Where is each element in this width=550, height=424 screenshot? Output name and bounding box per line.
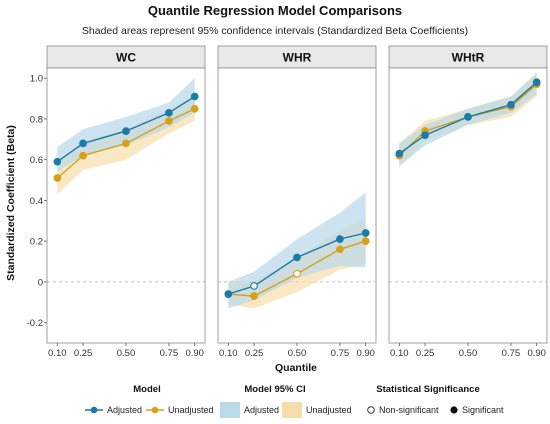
y-axis-title: Standardized Coefficient (Beta) xyxy=(5,125,17,281)
legend-title-significance: Statistical Significance xyxy=(376,384,479,395)
data-point-adjusted xyxy=(165,108,173,117)
x-tick-label: 0.25 xyxy=(416,348,435,359)
x-tick-label: 0.25 xyxy=(245,348,264,359)
x-tick-label: 0.50 xyxy=(288,348,307,359)
legend-item-significance: Non-significant xyxy=(379,405,439,415)
legend-key-ci-swatch xyxy=(282,402,302,418)
y-tick-label: 0.6 xyxy=(30,155,43,166)
y-tick-label: 0 xyxy=(38,277,43,288)
x-tick-label: 0.10 xyxy=(390,348,409,359)
data-point-adjusted xyxy=(507,100,515,109)
legend-item-model: Unadjusted xyxy=(168,405,214,415)
data-point-unadjusted xyxy=(122,139,130,148)
panel-strip-label: WHtR xyxy=(452,51,485,65)
data-point-adjusted xyxy=(421,131,429,140)
data-point-adjusted xyxy=(79,139,87,148)
legend-key-nonsignificant xyxy=(367,406,375,414)
ci-band-adjusted xyxy=(228,192,366,309)
y-tick-label: 1.0 xyxy=(30,74,43,85)
x-tick-label: 0.75 xyxy=(160,348,179,359)
legend-item-significance: Significant xyxy=(462,405,504,415)
data-point-unadjusted xyxy=(190,104,199,113)
data-point-unadjusted xyxy=(293,269,301,278)
y-tick-label: 0.8 xyxy=(30,114,43,125)
x-tick-label: 0.75 xyxy=(502,348,521,359)
data-point-adjusted xyxy=(361,229,370,237)
x-tick-label: 0.50 xyxy=(459,348,478,359)
x-axis-title: Quantile xyxy=(275,362,317,374)
data-point-adjusted xyxy=(224,290,233,298)
x-tick-label: 0.90 xyxy=(356,348,375,359)
data-point-unadjusted xyxy=(250,292,258,300)
data-point-adjusted xyxy=(395,149,404,158)
legend-title-ci: Model 95% CI xyxy=(244,384,305,395)
x-tick-label: 0.50 xyxy=(117,348,136,359)
x-tick-label: 0.25 xyxy=(74,348,93,359)
legend-key-model-point xyxy=(90,406,98,414)
ci-band-adjusted xyxy=(57,78,195,172)
y-tick-label: 0.2 xyxy=(30,237,43,248)
panel-whtr: WHtR 0.10 0.25 0.50 0.75 0.90 xyxy=(388,45,548,359)
x-tick-label: 0.10 xyxy=(219,348,238,359)
data-point-adjusted xyxy=(190,92,199,101)
legend-title-model: Model xyxy=(133,384,160,395)
y-tick-label: -0.2 xyxy=(27,318,43,329)
legend-key-significant xyxy=(450,406,458,414)
legend: Model Model 95% CI Statistical Significanc… xyxy=(85,384,504,418)
data-point-adjusted xyxy=(122,127,130,135)
x-tick-label: 0.90 xyxy=(185,348,204,359)
data-point-adjusted xyxy=(464,113,472,121)
panel-strip-label: WC xyxy=(116,51,136,65)
data-point-adjusted xyxy=(293,253,301,262)
data-point-adjusted xyxy=(250,282,258,290)
facet-panels: -0.2 0 0.2 0.4 0.6 0.8 1.0 WC 0.10 0.25 0.50 0.75 0.… xyxy=(27,45,548,359)
legend-item-model: Adjusted xyxy=(107,405,142,415)
x-tick-label: 0.10 xyxy=(48,348,67,359)
data-point-unadjusted xyxy=(53,174,62,182)
panel-wc: WC 0.10 0.25 0.50 0.75 0.90 xyxy=(46,45,206,359)
data-point-adjusted xyxy=(336,235,344,243)
chart-subtitle: Shaded areas represent 95% confidence in… xyxy=(82,25,468,37)
data-point-unadjusted xyxy=(165,117,173,125)
x-tick-label: 0.75 xyxy=(331,348,350,359)
legend-item-ci: Unadjusted xyxy=(306,405,352,415)
legend-key-ci-swatch xyxy=(220,402,240,418)
data-point-unadjusted xyxy=(79,151,87,160)
y-tick-label: 0.4 xyxy=(30,196,43,207)
panel-whr: WHR 0.10 0.25 0.50 0.75 0.90 xyxy=(217,45,377,359)
panel-strip-label: WHR xyxy=(283,51,312,65)
data-point-adjusted xyxy=(532,78,541,87)
x-tick-label: 0.90 xyxy=(527,348,546,359)
legend-item-ci: Adjusted xyxy=(244,405,279,415)
chart-title: Quantile Regression Model Comparisons xyxy=(148,3,402,18)
data-point-unadjusted xyxy=(361,237,370,245)
data-point-adjusted xyxy=(53,157,62,166)
legend-key-model-point xyxy=(151,406,159,414)
data-point-unadjusted xyxy=(336,245,344,254)
